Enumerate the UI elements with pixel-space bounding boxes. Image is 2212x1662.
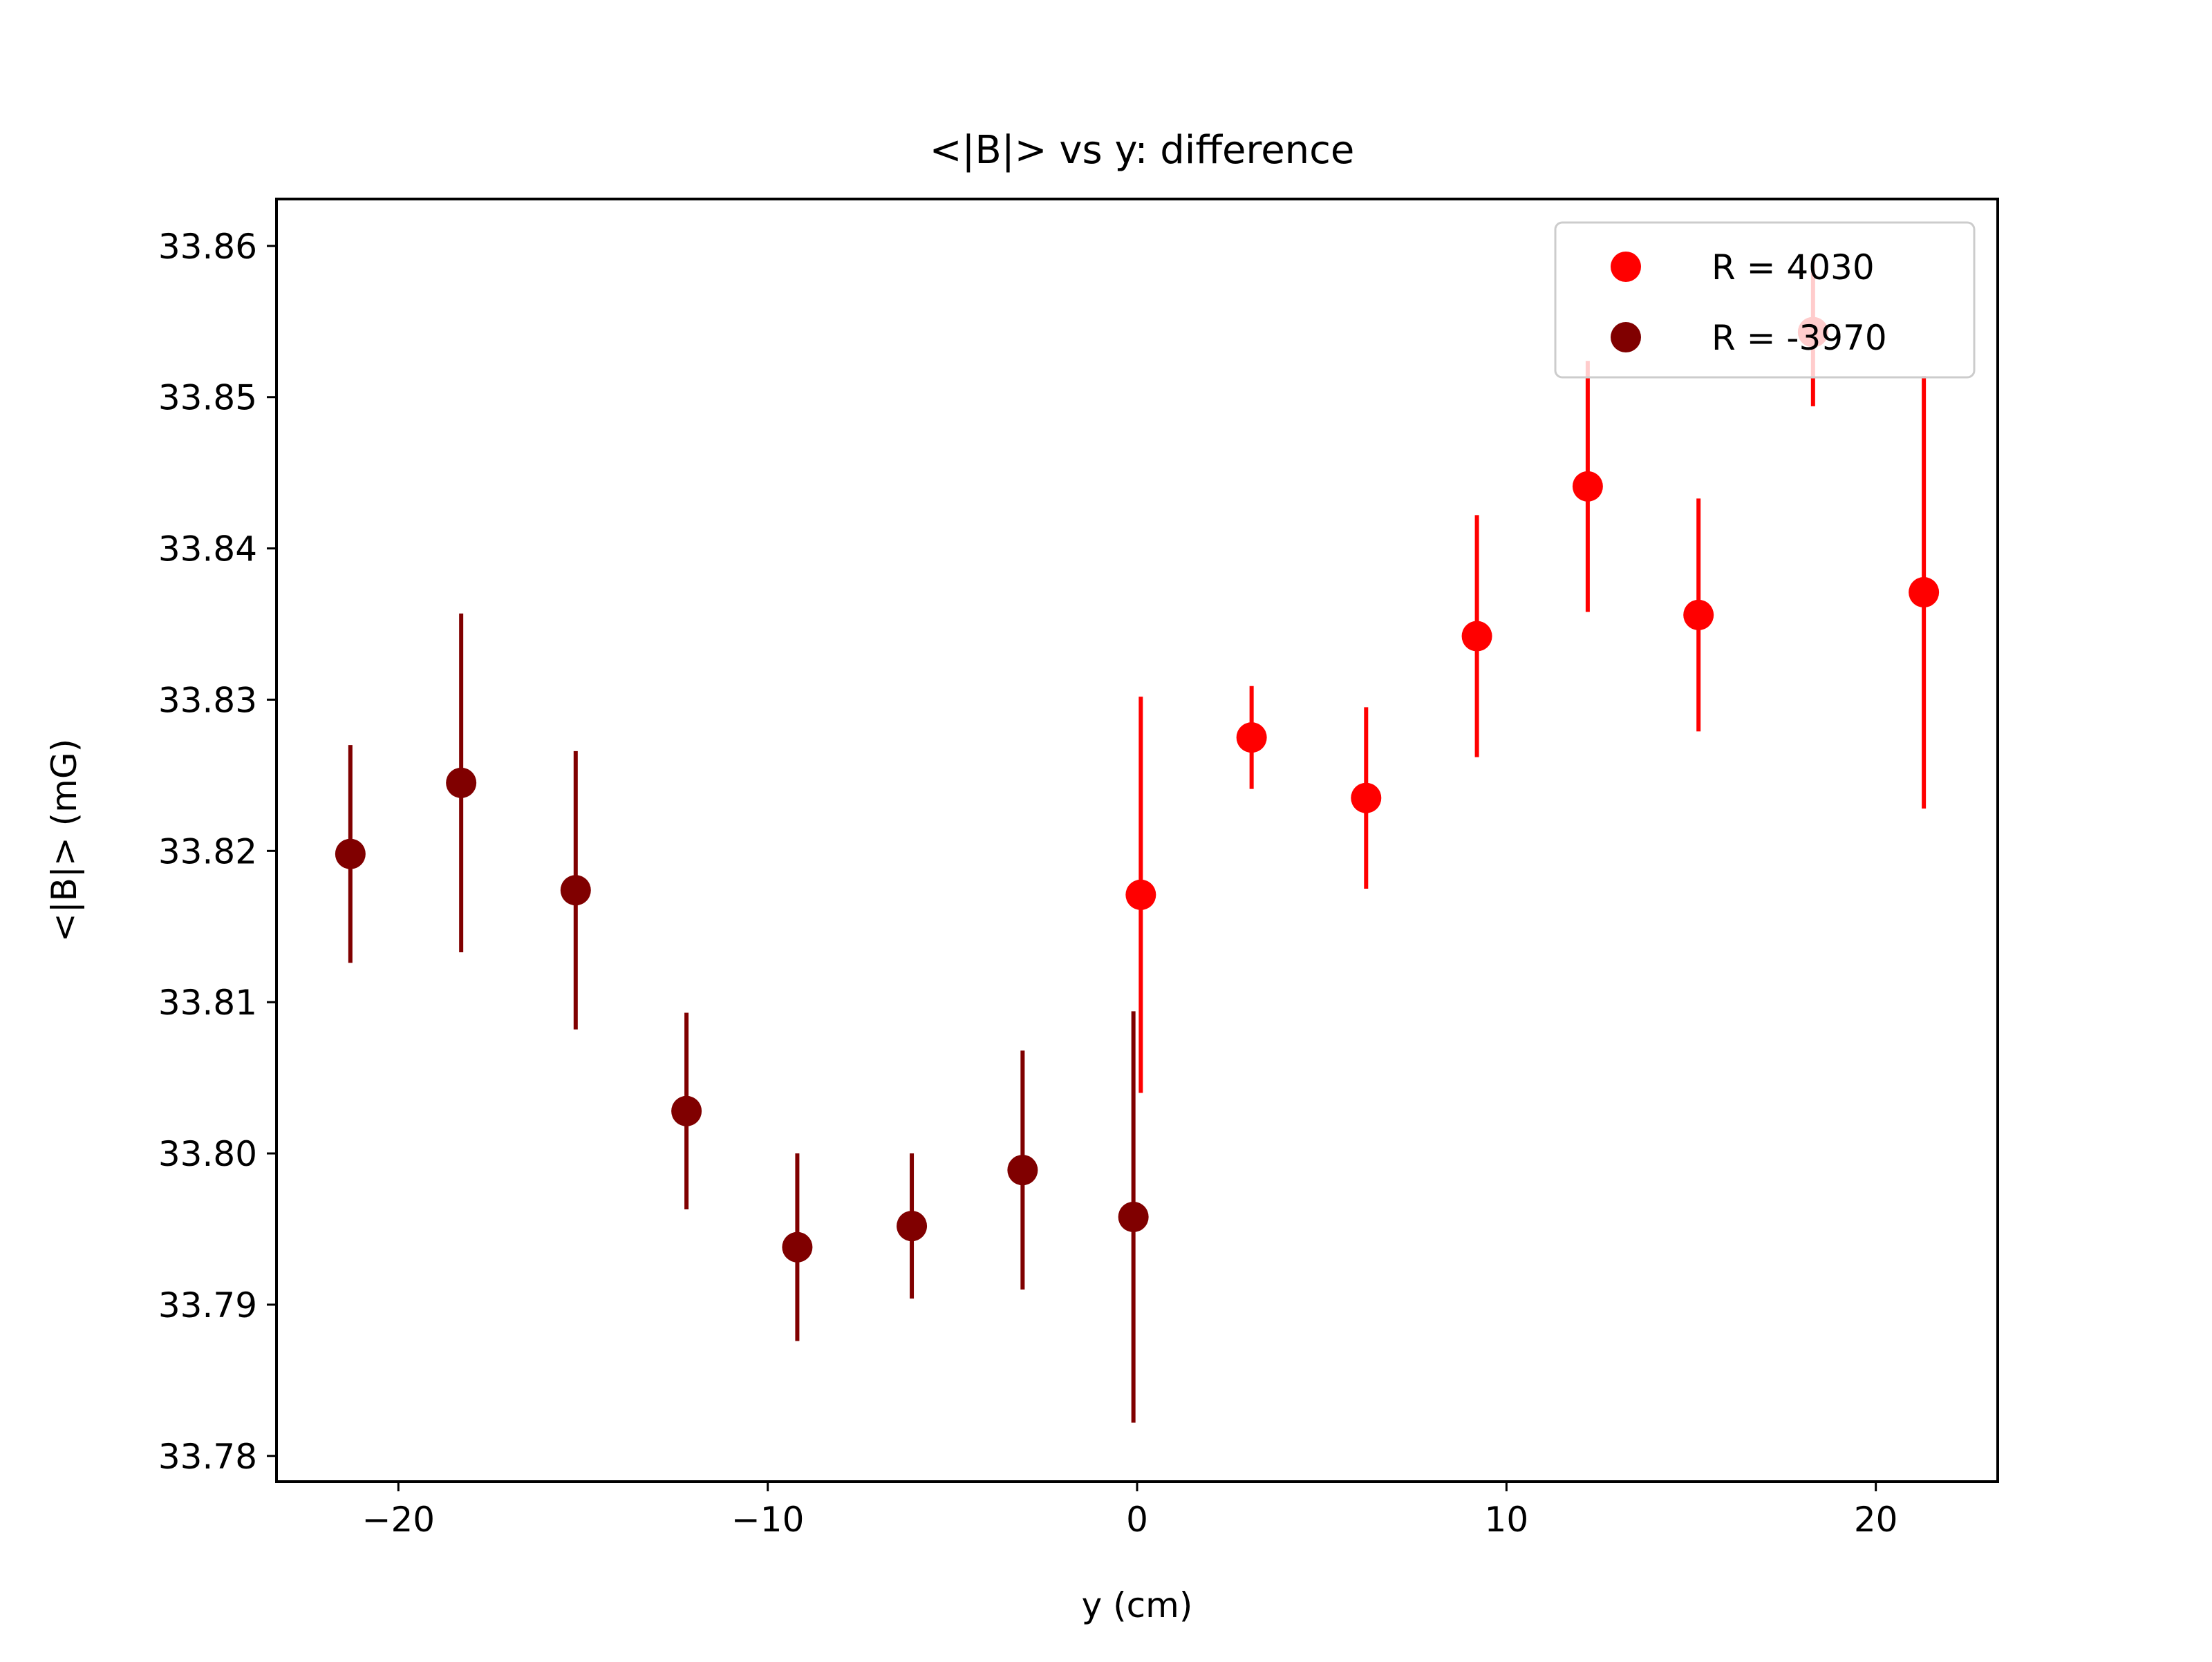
x-tick-label: 0	[1126, 1500, 1148, 1540]
chart-title: <|B|> vs y: difference	[930, 128, 1355, 173]
data-point	[560, 875, 591, 906]
data-point	[446, 767, 477, 798]
data-point	[897, 1211, 928, 1242]
data-point	[1683, 599, 1714, 630]
data-point	[1236, 722, 1267, 753]
legend-box	[1554, 221, 1976, 379]
legend-label-r-3970: R = -3970	[1712, 318, 1887, 358]
x-axis-label: y (cm)	[1082, 1585, 1193, 1625]
y-tick-label: 33.85	[158, 378, 257, 418]
legend-marker-r-3970	[1611, 322, 1641, 352]
legend-marker-r4030	[1611, 252, 1641, 282]
y-tick-label: 33.86	[158, 227, 257, 267]
y-tick-label: 33.81	[158, 983, 257, 1023]
data-point	[671, 1095, 702, 1126]
data-point	[1125, 879, 1156, 910]
y-axis: 33.78 33.79 33.80 33.81 33.82 33.83 33.84 33.85…	[158, 227, 276, 1477]
x-tick-label: 20	[1854, 1500, 1898, 1540]
data-point	[1461, 621, 1492, 652]
y-tick-label: 33.79	[158, 1285, 257, 1325]
data-point	[1572, 471, 1603, 502]
x-tick-label: −20	[362, 1500, 435, 1540]
y-tick-label: 33.80	[158, 1134, 257, 1174]
data-point	[782, 1231, 813, 1263]
y-tick-label: 33.78	[158, 1437, 257, 1477]
plot-area	[335, 258, 1940, 1423]
x-axis: −20 −10 0 10 20	[362, 1482, 1898, 1540]
y-tick-label: 33.84	[158, 529, 257, 569]
data-point	[1007, 1155, 1038, 1186]
x-tick-label: 10	[1485, 1500, 1529, 1540]
data-point	[1351, 782, 1382, 813]
y-tick-label: 33.83	[158, 680, 257, 720]
y-axis-label: <|B|> (mG)	[44, 739, 84, 942]
legend: R = 4030 R = -3970	[1554, 221, 1976, 379]
series-1	[335, 613, 1149, 1423]
x-tick-label: −10	[731, 1500, 805, 1540]
y-tick-label: 33.82	[158, 831, 257, 871]
data-point	[1909, 577, 1940, 608]
data-point	[335, 838, 366, 869]
data-point	[1118, 1201, 1149, 1232]
legend-label-r4030: R = 4030	[1712, 247, 1875, 287]
